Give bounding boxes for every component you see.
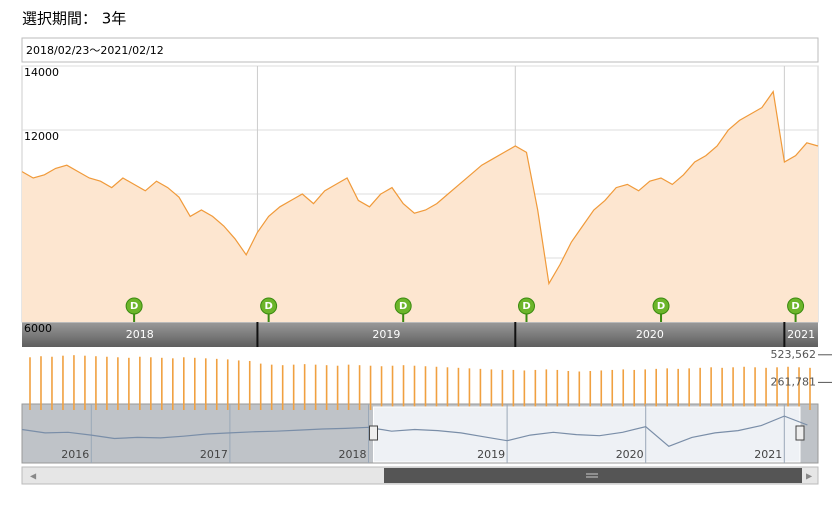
dividend-label: D [791,301,799,312]
dividend-label: D [399,301,407,312]
dividend-marker [518,297,536,315]
nav-year-label: 2019 [477,448,505,461]
dividend-label: D [264,301,272,312]
x-tick-label: 2020 [636,328,664,341]
x-tick-label: 2018 [126,328,154,341]
dividend-marker [394,297,412,315]
nav-line [21,415,808,447]
nav-year-label: 2018 [339,448,367,461]
x-tick-label: 2019 [372,328,400,341]
x-tick-label: 2021 [787,328,815,341]
y-tick-label: 261,781 [771,375,817,388]
nav-year-label: 2020 [616,448,644,461]
nav-year-label: 2016 [61,448,89,461]
dividend-marker [652,297,670,315]
year-band [22,322,818,347]
dividend-label: D [130,301,138,312]
dividend-marker [787,297,805,315]
nav-year-label: 2017 [200,448,228,461]
area-fill [22,91,818,322]
window-handle[interactable] [795,425,805,441]
scrollbar-thumb[interactable] [384,468,802,483]
scroll-left[interactable]: ◀ [30,472,37,481]
range-box [21,37,819,63]
dividend-marker [260,297,278,315]
y-tick-label: 6000 [24,322,52,335]
y-tick-label: 14000 [24,66,59,79]
y-tick-label: 12000 [24,130,59,143]
title: 選択期間： 3年 [22,10,126,28]
nav-year-label: 2021 [754,448,782,461]
dividend-label: D [522,301,530,312]
dividend-marker [125,297,143,315]
y-tick-label: 523,562 [771,348,817,361]
price-line [21,90,819,286]
scroll-right[interactable]: ▶ [806,472,813,481]
dividend-label: D [657,301,665,312]
range-text: 2018/02/23～2021/02/12 [26,44,164,57]
window-handle[interactable] [369,425,378,441]
